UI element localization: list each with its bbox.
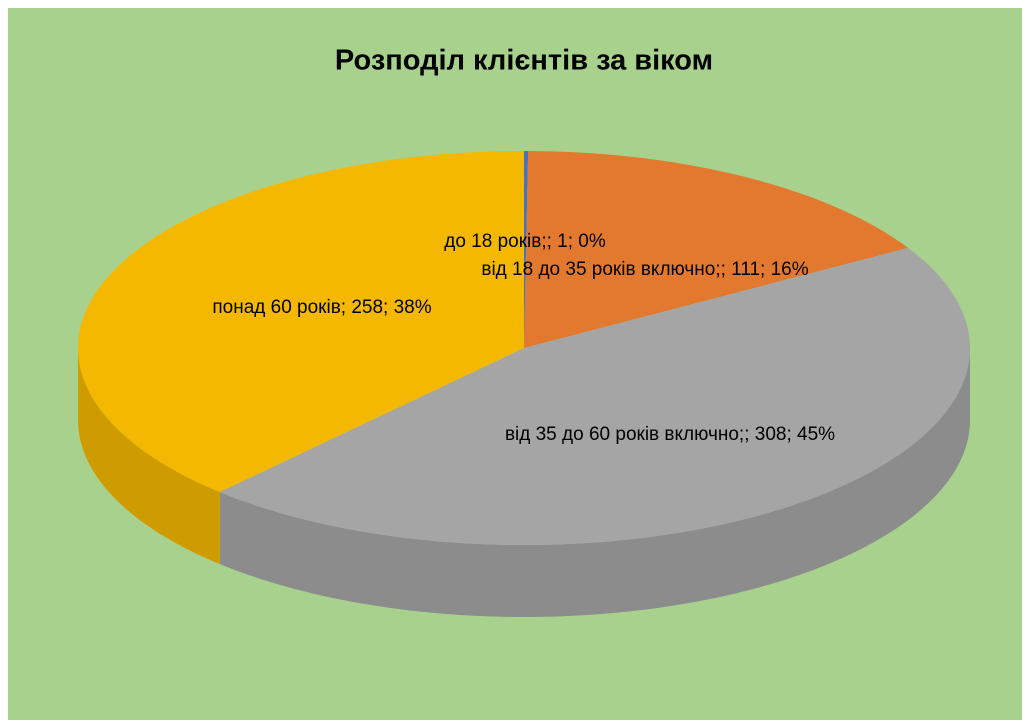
slice <box>524 151 529 348</box>
slice <box>524 151 909 348</box>
data-label: до 18 років;; 1; 0% <box>444 231 606 252</box>
slice-side <box>219 348 971 617</box>
chart-title: Розподіл клієнтів за віком <box>335 45 713 77</box>
data-label: від 35 до 60 років включно;; 308; 45% <box>505 424 835 445</box>
slice <box>219 247 970 545</box>
labels: до 18 років;; 1; 0% від 18 до 35 років вк… <box>212 231 835 445</box>
slice <box>78 151 524 493</box>
slice-side <box>78 348 220 565</box>
pie <box>78 151 971 617</box>
data-label: від 18 до 35 років включно;; 111; 16% <box>481 259 808 280</box>
data-label: понад 60 років; 258; 38% <box>212 297 431 318</box>
